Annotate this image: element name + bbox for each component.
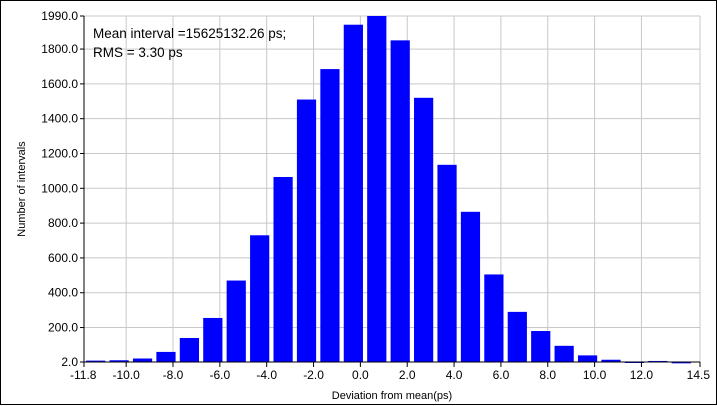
y-tick-label: 1600.0 — [41, 77, 78, 91]
histogram-bar — [460, 211, 481, 362]
y-tick-label: 400.0 — [48, 286, 78, 300]
x-tick-label: -6.0 — [210, 368, 231, 382]
y-tick-label: 2.0 — [61, 355, 78, 369]
x-tick-label: -10.0 — [112, 368, 140, 382]
histogram-bar — [320, 69, 340, 363]
histogram-bar — [484, 274, 504, 362]
histogram-bar — [343, 24, 363, 363]
y-tick-label: 1000.0 — [41, 181, 78, 195]
histogram-bar — [250, 235, 270, 362]
histogram-bar — [414, 97, 434, 362]
histogram-bar — [554, 345, 574, 362]
histogram-bar — [671, 361, 691, 364]
histogram-bar — [390, 40, 410, 362]
histogram-bar — [273, 176, 293, 362]
y-axis-ticks: 2.0 200.0 400.0 600.0 800.0 1000.0 1200.0 1400.… — [41, 9, 84, 369]
histogram-bar — [156, 351, 176, 362]
x-tick-label: 2.0 — [399, 368, 416, 382]
annotation-mean: Mean interval =15625132.26 ps; — [93, 26, 286, 41]
y-tick-label: 800.0 — [48, 216, 78, 230]
y-tick-label: 1400.0 — [41, 112, 78, 126]
y-tick-label: 200.0 — [48, 321, 78, 335]
histogram-bar — [179, 337, 200, 362]
x-tick-label: 8.0 — [539, 368, 556, 382]
histogram-bar — [203, 317, 223, 362]
x-tick-label: -4.0 — [256, 368, 277, 382]
y-tick-label: 1800.0 — [41, 42, 78, 56]
x-tick-label: -2.0 — [303, 368, 324, 382]
bar-series — [86, 16, 691, 364]
histogram-bar — [109, 360, 129, 362]
histogram-bar — [226, 280, 246, 362]
x-tick-label: 12.0 — [630, 368, 654, 382]
histogram-bar — [437, 164, 457, 362]
x-axis-title: Deviation from mean(ps) — [332, 390, 452, 402]
histogram-bar — [86, 360, 106, 363]
histogram-bar — [507, 311, 527, 362]
x-axis-ticks: -11.8 -10.0 -8.0 -6.0 -4.0 -2.0 0.0 2.0 4.0 6.0 8.… — [70, 362, 710, 382]
x-tick-label: 6.0 — [493, 368, 510, 382]
histogram-bar — [531, 331, 551, 362]
histogram-bar — [296, 99, 317, 362]
annotation-rms: RMS = 3.30 ps — [93, 45, 183, 60]
x-tick-label: -11.8 — [70, 368, 97, 382]
x-tick-label: 0.0 — [352, 368, 369, 382]
y-tick-label: 1990.0 — [41, 9, 78, 23]
y-tick-label: 600.0 — [48, 251, 78, 265]
histogram-bar — [577, 355, 598, 362]
y-axis-title: Number of intervals — [16, 141, 28, 237]
histogram-bar — [367, 16, 387, 362]
x-tick-label: 4.0 — [446, 368, 463, 382]
histogram-bar — [601, 359, 621, 362]
y-tick-label: 1200.0 — [41, 146, 78, 160]
x-tick-label: 10.0 — [583, 368, 607, 382]
histogram-bar — [132, 358, 153, 362]
x-tick-label: -8.0 — [163, 368, 184, 382]
x-tick-label: 14.5 — [687, 368, 711, 382]
